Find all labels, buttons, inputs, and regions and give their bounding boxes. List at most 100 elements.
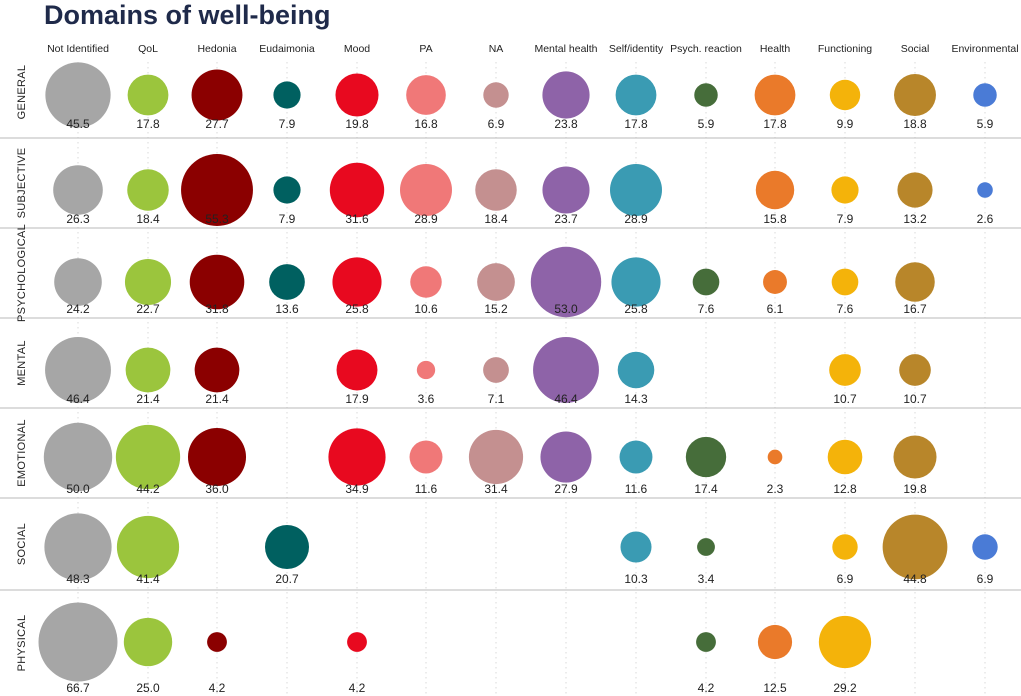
value-label: 4.2 [698,681,715,695]
value-label: 18.4 [136,212,160,226]
bubble [615,74,657,116]
bubble [755,170,795,210]
value-label: 11.6 [415,482,438,496]
value-label: 31.4 [484,482,508,496]
row-label: GENERAL [16,65,28,120]
bubble [697,538,715,556]
bubble [127,74,169,116]
value-label: 4.2 [349,681,366,695]
value-label: 21.4 [205,392,229,406]
value-label: 27.9 [554,482,578,496]
column-header: Eudaimonia [259,43,315,55]
value-label: 18.8 [903,117,927,131]
bubble [123,617,173,667]
column-header: QoL [138,43,158,55]
value-label: 25.8 [345,302,369,316]
value-label: 6.1 [767,302,784,316]
value-label: 17.8 [763,117,787,131]
bubble [409,440,443,474]
bubble [125,347,171,393]
row-label: SOCIAL [16,523,28,565]
bubble [273,81,301,109]
bubble [540,431,592,483]
value-label: 4.2 [209,681,226,695]
column-header: Not Identified [47,43,109,55]
value-label: 29.2 [833,681,857,695]
bubble [685,436,727,478]
bubble [530,246,602,318]
bubble [972,534,998,560]
value-label: 13.2 [903,212,927,226]
value-label: 9.9 [837,117,854,131]
value-label: 10.7 [903,392,927,406]
bubble [620,531,652,563]
bubble [475,169,517,211]
value-label: 55.3 [205,212,229,226]
value-label: 14.3 [624,392,648,406]
bubble [406,75,446,115]
bubble [115,424,181,490]
bubble [542,71,590,119]
bubble [611,257,661,307]
bubble [44,513,112,581]
value-label: 16.7 [903,302,927,316]
bubble [882,514,948,580]
column-header: Mood [344,43,370,55]
value-label: 7.6 [837,302,854,316]
value-label: 24.2 [66,302,90,316]
bubble [273,176,301,204]
bubble [617,351,655,389]
value-label: 12.5 [763,681,787,695]
bubble [187,427,247,487]
value-label: 7.9 [837,212,854,226]
column-header: Health [760,43,791,55]
bubble [483,82,509,108]
bubble [477,263,515,301]
value-label: 6.9 [488,117,505,131]
value-label: 66.7 [66,681,90,695]
row-label: SUBJECTIVE [16,148,28,219]
value-label: 18.4 [484,212,508,226]
bubble [332,257,382,307]
bubble [336,349,378,391]
bubble [399,163,453,217]
bubble [194,347,240,393]
bubble [264,524,310,570]
bubble [831,268,859,296]
bubble [899,354,931,386]
value-label: 25.8 [624,302,648,316]
value-label: 10.7 [833,392,857,406]
value-label: 16.8 [414,117,438,131]
value-label: 28.9 [414,212,438,226]
bubble [609,163,663,217]
value-label: 31.8 [205,302,229,316]
column-header: Mental health [534,43,597,55]
value-label: 44.8 [903,572,927,586]
bubble [829,79,861,111]
value-label: 26.3 [66,212,90,226]
bubble [410,266,442,298]
value-label: 22.7 [136,302,160,316]
value-label: 44.2 [136,482,160,496]
column-header: Environmental [951,43,1018,55]
bubble [483,357,509,383]
value-label: 10.6 [414,302,438,316]
bubble [897,172,933,208]
value-label: 41.4 [136,572,160,586]
column-header: PA [419,43,432,55]
bubble [831,176,859,204]
value-label: 13.6 [275,302,299,316]
bubble [694,83,718,107]
bubble [895,262,935,302]
bubble [45,337,111,403]
bubble [181,154,253,226]
value-label: 3.6 [418,392,435,406]
value-label: 7.1 [488,392,505,406]
bubble [191,69,243,121]
bubble [45,62,111,128]
value-label: 17.8 [136,117,160,131]
bubble [468,429,524,485]
bubble [829,354,861,386]
bubble [893,435,937,479]
